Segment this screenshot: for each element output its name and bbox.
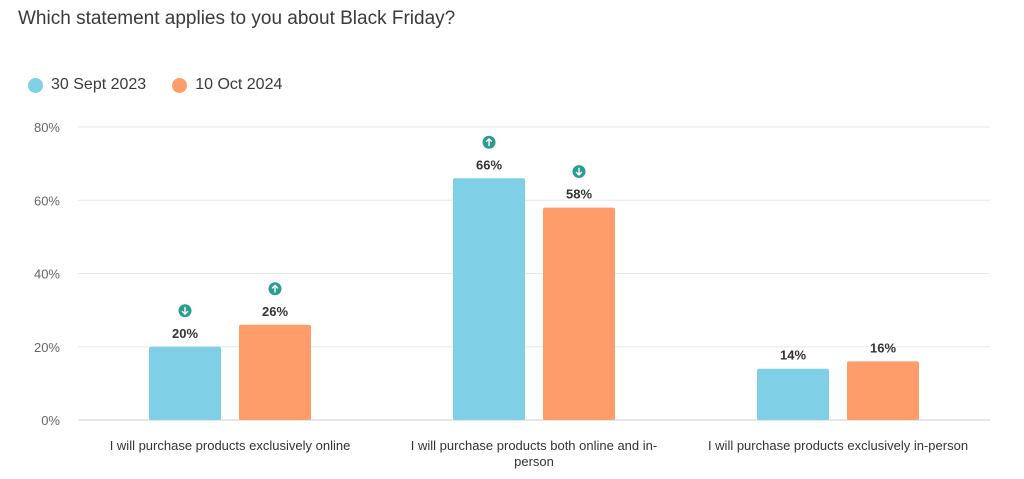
data-label: 58% xyxy=(566,187,592,202)
bar-2-3[interactable] xyxy=(847,361,919,420)
legend-swatch-series-1 xyxy=(28,77,43,93)
y-tick-label: 0% xyxy=(41,413,60,428)
category-label: I will purchase products exclusively in-… xyxy=(708,438,968,453)
trend-arrow-down-icon xyxy=(181,306,189,315)
data-label: 16% xyxy=(870,340,896,355)
legend-item-series-1[interactable]: 30 Sept 2023 xyxy=(28,76,146,94)
data-label: 14% xyxy=(780,348,806,363)
bar-1-2[interactable] xyxy=(453,178,525,420)
category-label: person xyxy=(514,454,554,469)
y-tick-label: 20% xyxy=(34,340,60,355)
bar-1-3[interactable] xyxy=(757,368,829,420)
category-label: I will purchase products exclusively onl… xyxy=(110,438,351,453)
trend-arrow-up-icon xyxy=(485,138,493,147)
legend-swatch-series-2 xyxy=(172,77,188,93)
data-label: 26% xyxy=(262,304,288,319)
data-label: 66% xyxy=(476,157,502,172)
chart-title: Which statement applies to you about Bla… xyxy=(18,8,456,29)
chart-legend: 30 Sept 2023 10 Oct 2024 xyxy=(28,76,282,94)
y-tick-label: 80% xyxy=(34,120,60,135)
trend-arrow-up-icon xyxy=(271,284,279,293)
bar-2-2[interactable] xyxy=(543,207,615,420)
y-tick-label: 40% xyxy=(34,267,60,282)
y-tick-label: 60% xyxy=(34,193,60,208)
trend-arrow-down-icon xyxy=(575,167,583,176)
bar-1-1[interactable] xyxy=(149,346,221,420)
legend-label-series-2: 10 Oct 2024 xyxy=(195,76,283,93)
data-label: 20% xyxy=(172,326,198,341)
legend-item-series-2[interactable]: 10 Oct 2024 xyxy=(172,76,282,94)
legend-label-series-1: 30 Sept 2023 xyxy=(51,76,147,93)
bar-2-1[interactable] xyxy=(239,324,311,420)
category-label: I will purchase products both online and… xyxy=(411,438,657,453)
